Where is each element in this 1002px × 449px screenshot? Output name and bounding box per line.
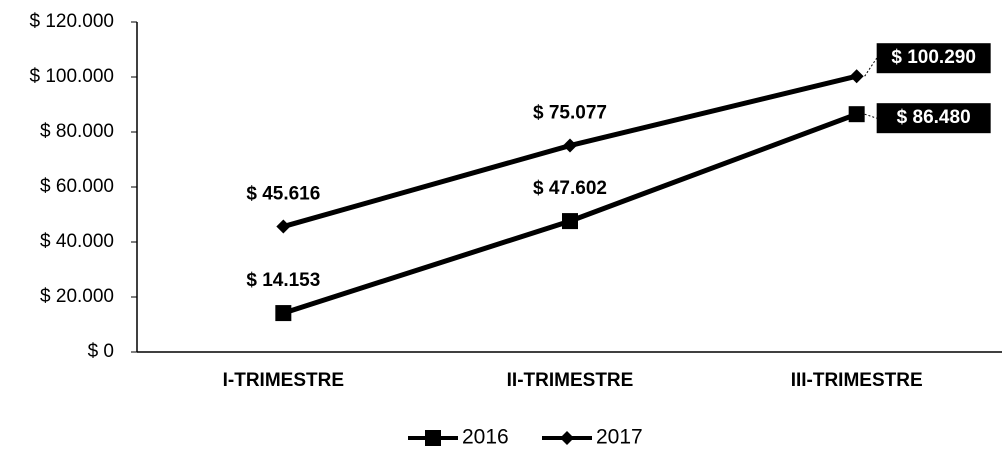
leader-line bbox=[864, 57, 878, 77]
data-label: $ 100.290 bbox=[891, 47, 976, 68]
legend-label: 2016 bbox=[462, 426, 509, 449]
x-tick-label: III-TRIMESTRE bbox=[791, 370, 923, 391]
leader-line bbox=[864, 113, 877, 119]
legend-marker bbox=[560, 431, 574, 445]
y-tick-label: $ 40.000 bbox=[40, 231, 114, 252]
y-tick-label: $ 60.000 bbox=[40, 176, 114, 197]
legend-label: 2017 bbox=[596, 426, 643, 449]
marker bbox=[849, 69, 864, 84]
y-tick-label: $ 100.000 bbox=[29, 66, 114, 87]
marker bbox=[563, 138, 577, 153]
data-label: $ 47.602 bbox=[533, 178, 607, 199]
data-label: $ 75.077 bbox=[533, 103, 607, 124]
marker bbox=[848, 106, 865, 123]
y-tick-label: $ 0 bbox=[88, 341, 114, 362]
legend-marker bbox=[425, 430, 441, 446]
label-box bbox=[876, 103, 991, 134]
x-tick-label: II-TRIMESTRE bbox=[507, 370, 634, 391]
marker bbox=[275, 305, 292, 322]
marker bbox=[276, 219, 291, 234]
data-label: $ 45.616 bbox=[246, 184, 320, 205]
label-box bbox=[876, 43, 991, 74]
data-label: $ 14.153 bbox=[246, 270, 320, 291]
y-tick-label: $ 20.000 bbox=[40, 286, 114, 307]
y-tick-label: $ 120.000 bbox=[29, 11, 114, 32]
marker bbox=[562, 213, 578, 230]
x-tick-label: I-TRIMESTRE bbox=[223, 370, 344, 391]
data-label: $ 86.480 bbox=[897, 107, 971, 128]
y-tick-label: $ 80.000 bbox=[40, 121, 114, 142]
